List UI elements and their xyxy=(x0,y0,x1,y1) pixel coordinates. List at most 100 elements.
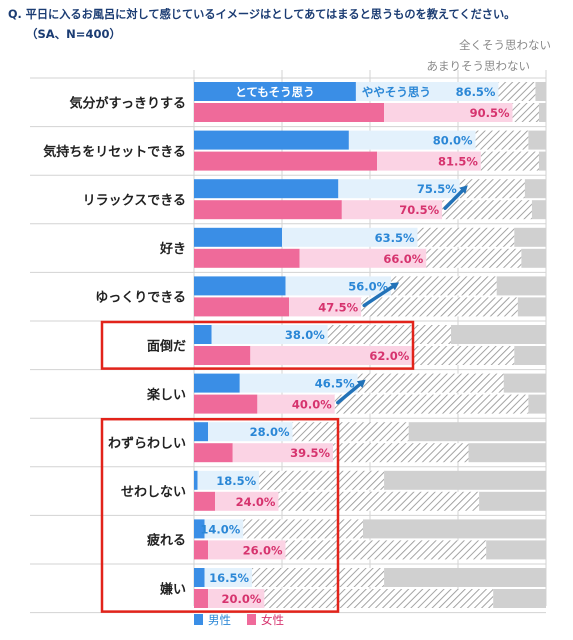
bar-not-at-all xyxy=(514,227,546,247)
category-label: 面倒だ xyxy=(147,338,186,354)
bar-strong xyxy=(194,491,216,511)
bar-strong xyxy=(194,200,342,220)
value-label: 66.0% xyxy=(383,252,423,266)
bar-somewhat xyxy=(299,248,427,268)
bar-not-at-all xyxy=(384,568,546,587)
bar-somewhat xyxy=(250,346,413,365)
value-label: 70.5% xyxy=(399,203,439,217)
bar-not-at-all xyxy=(531,200,546,220)
bar-strong xyxy=(194,422,209,442)
value-label: 28.0% xyxy=(250,425,290,439)
bar-not-at-all xyxy=(408,422,546,442)
bar-not-really xyxy=(391,276,497,296)
value-label: 46.5% xyxy=(315,377,355,391)
bar-not-really xyxy=(243,519,363,539)
bar-strong xyxy=(194,568,205,587)
bar-not-really xyxy=(327,325,451,344)
bar-strong xyxy=(194,519,205,539)
bar-not-really xyxy=(417,227,515,247)
bar-not-at-all xyxy=(384,470,546,490)
bar-somewhat xyxy=(208,422,293,442)
value-label: 56.0% xyxy=(348,279,388,293)
bar-somewhat xyxy=(204,568,253,587)
bar-not-at-all xyxy=(514,346,546,365)
bar-not-at-all xyxy=(524,179,546,199)
bar-strong xyxy=(194,103,385,122)
segment-label-strong: とてもそう思う xyxy=(235,85,314,99)
trend-arrow xyxy=(443,185,468,210)
value-label: 63.5% xyxy=(375,231,415,245)
sample-size-text: （SA、N=400） xyxy=(26,27,121,41)
bar-not-at-all xyxy=(468,443,546,463)
bar-not-at-all xyxy=(479,491,546,511)
bar-somewhat xyxy=(204,519,244,539)
bar-somewhat xyxy=(285,276,392,296)
bar-not-really xyxy=(333,443,469,463)
bar-not-at-all xyxy=(362,519,546,539)
bar-not-at-all xyxy=(521,248,546,268)
bar-not-at-all xyxy=(535,82,546,101)
bar-not-at-all xyxy=(538,103,546,122)
value-label: 14.0% xyxy=(200,522,240,536)
bar-strong xyxy=(194,276,286,296)
bar-somewhat xyxy=(377,151,481,171)
bar-somewhat xyxy=(211,325,328,344)
bar-not-really xyxy=(361,297,518,317)
bar-not-at-all xyxy=(496,276,546,296)
bar-somewhat xyxy=(215,491,279,511)
trend-arrow xyxy=(336,379,366,405)
bar-not-really xyxy=(285,540,487,560)
value-label: 20.0% xyxy=(221,592,261,606)
bar-strong xyxy=(194,297,290,317)
category-label: わずらわしい xyxy=(108,436,186,452)
bar-somewhat xyxy=(338,179,460,199)
bar-strong xyxy=(194,151,378,171)
highlight-box xyxy=(100,320,415,370)
value-label: 24.0% xyxy=(236,495,276,509)
bar-somewhat xyxy=(341,200,443,220)
bar-not-really xyxy=(426,248,522,268)
bar-strong xyxy=(194,248,300,268)
bar-somewhat xyxy=(257,394,335,414)
bar-not-really xyxy=(264,589,494,608)
bar-not-really xyxy=(412,346,515,365)
legend-label-male: 男性 xyxy=(208,613,231,627)
bar-not-really xyxy=(252,568,385,587)
bar-not-really xyxy=(259,470,385,490)
value-label: 80.0% xyxy=(433,134,473,148)
value-label: 26.0% xyxy=(243,543,283,557)
bar-not-at-all xyxy=(486,540,546,560)
bar-not-really xyxy=(334,394,529,414)
value-label: 90.5% xyxy=(470,106,510,120)
legend: 男性 女性 xyxy=(194,613,284,627)
bar-somewhat xyxy=(355,82,499,101)
category-label: 好き xyxy=(159,241,186,257)
bar-somewhat xyxy=(282,227,418,247)
bar-somewhat xyxy=(232,443,334,463)
category-label: 楽しい xyxy=(146,387,186,403)
bar-strong xyxy=(194,540,209,560)
legend-label-female: 女性 xyxy=(261,613,284,627)
bar-somewhat xyxy=(239,373,358,393)
bar-strong xyxy=(194,443,233,463)
bar-not-at-all xyxy=(503,373,546,393)
value-label: 18.5% xyxy=(216,474,256,488)
bar-not-at-all xyxy=(517,297,546,317)
bar-not-at-all xyxy=(528,394,546,414)
bar-somewhat xyxy=(289,297,362,317)
bar-not-at-all xyxy=(450,325,546,344)
bar-not-at-all xyxy=(493,589,546,608)
trend-arrow xyxy=(362,282,400,308)
segment-label-somewhat: ややそう思う xyxy=(362,85,431,99)
bar-not-really xyxy=(357,373,504,393)
labels-layer: 気分がすっきりする 86.5% 90.5% 気持ちをリセットできる 80.0% 81.5%… xyxy=(43,85,510,606)
question-text: Q. 平日に入るお風呂に対して感じているイメージはとしてあてはまると思うものを教… xyxy=(8,7,515,21)
legend-label-not-really: あまりそう思わない xyxy=(427,59,531,73)
value-label: 39.5% xyxy=(290,446,330,460)
category-label: せわしない xyxy=(121,485,186,500)
bar-not-really xyxy=(442,200,532,220)
legend-label-not-at-all: 全くそう思わない xyxy=(459,38,551,52)
category-label: 嫌い xyxy=(159,581,186,597)
value-label: 86.5% xyxy=(456,85,496,99)
